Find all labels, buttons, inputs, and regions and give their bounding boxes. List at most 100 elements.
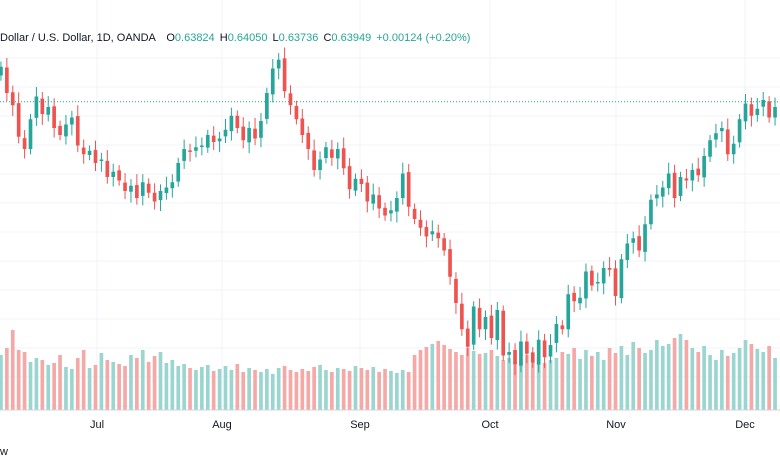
volume-bar: [217, 369, 222, 410]
volume-bar: [572, 348, 576, 410]
candle-body: [117, 170, 121, 181]
volume-bar: [530, 361, 535, 410]
volume-bar: [566, 354, 571, 410]
candle-body: [46, 107, 51, 115]
candle-body: [389, 210, 393, 214]
volume-bar: [477, 354, 482, 410]
change-value: +0.00124 (+0.20%): [376, 32, 471, 44]
low-label: L: [272, 32, 279, 44]
close-label: C: [323, 32, 332, 44]
volume-bar: [205, 365, 210, 410]
volume-bar: [400, 370, 405, 410]
volume-bar: [46, 365, 51, 410]
volume-bar: [714, 360, 718, 410]
candle-body: [371, 194, 376, 204]
volume-bar: [619, 346, 624, 410]
volume-bar: [330, 372, 334, 410]
candle-body: [430, 231, 435, 235]
x-tick-label: Sep: [350, 419, 370, 431]
volume-bar: [501, 360, 506, 410]
candle-body: [477, 307, 482, 330]
volume-bar: [465, 348, 470, 410]
volume-bar: [507, 358, 511, 410]
candle-body: [501, 310, 506, 356]
candle-body: [773, 107, 777, 118]
candle-body: [507, 352, 511, 355]
volume-bar: [513, 362, 517, 410]
volume-bar: [182, 364, 186, 410]
volume-bar: [660, 346, 665, 410]
candle-body: [749, 104, 754, 116]
candle-body: [64, 124, 68, 137]
candle-body: [253, 128, 257, 139]
volume-bar: [58, 355, 62, 410]
volume-bar: [418, 350, 423, 410]
candle-body: [282, 58, 287, 92]
candle-body: [176, 163, 181, 182]
volume-bar: [678, 334, 683, 410]
candle-body: [601, 268, 606, 284]
volume-bar: [631, 342, 636, 410]
candle-body: [75, 116, 80, 146]
candle-body: [619, 259, 624, 299]
candle-body: [318, 159, 322, 170]
candle-body: [99, 159, 104, 161]
volume-bar: [318, 365, 322, 410]
volume-bar: [87, 368, 92, 410]
candle-body: [270, 68, 275, 95]
volume-bar: [755, 349, 760, 410]
candle-body: [631, 238, 636, 243]
volume-bar: [649, 350, 653, 410]
volume-bar: [471, 351, 476, 410]
candle-body: [584, 271, 588, 299]
candle-body: [590, 270, 594, 286]
volume-bar: [672, 338, 677, 410]
volume-bar: [720, 350, 724, 410]
candle-body: [93, 150, 98, 163]
candle-body: [424, 227, 429, 237]
volume-bar: [235, 364, 240, 410]
candle-body: [129, 185, 133, 192]
candle-body: [359, 178, 364, 184]
candle-body: [560, 325, 565, 330]
candlestick-chart[interactable]: Jul Aug Sep Oct Nov Dec: [0, 0, 780, 440]
volume-bar: [743, 340, 748, 410]
volume-bar: [655, 340, 659, 410]
volume-bar: [584, 350, 588, 410]
volume-bar: [294, 372, 299, 410]
high-value: 0.64050: [227, 32, 268, 44]
candle-body: [436, 232, 441, 239]
candle-body: [595, 282, 600, 284]
candle-body: [276, 59, 281, 69]
volume-bar: [767, 346, 771, 410]
candle-body: [655, 194, 659, 199]
candle-body: [324, 147, 328, 159]
candle-body: [135, 185, 139, 198]
volume-bar: [300, 369, 305, 410]
volume-bar: [70, 369, 74, 410]
candle-body: [52, 106, 56, 128]
candle-body: [353, 178, 358, 191]
candle-body: [625, 243, 630, 260]
volume-bar: [643, 353, 647, 410]
open-label: O: [166, 32, 175, 44]
candle-body: [70, 117, 74, 125]
volume-bar: [708, 355, 712, 410]
candle-body: [702, 156, 706, 178]
volume-bar: [306, 371, 311, 410]
candle-body: [536, 339, 541, 365]
candle-body: [140, 182, 145, 196]
volume-bar: [436, 341, 441, 410]
candle-body: [643, 224, 647, 252]
candle-body: [211, 135, 216, 142]
volume-bar: [341, 369, 346, 410]
candle-body: [613, 268, 618, 296]
candle-body: [300, 118, 305, 135]
candle-body: [755, 108, 760, 116]
x-tick-label: Nov: [606, 419, 626, 431]
volume-bar: [666, 344, 671, 410]
candle-body: [347, 166, 352, 190]
candle-body: [731, 143, 736, 155]
volume-bar: [359, 368, 364, 410]
candle-body: [81, 147, 86, 155]
